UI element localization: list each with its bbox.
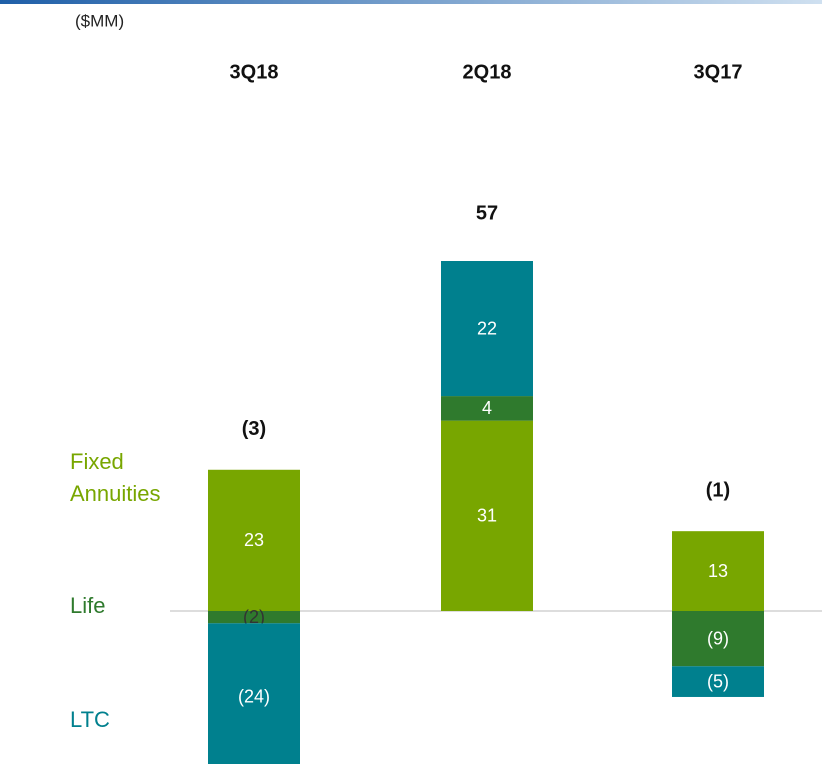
- bar-segment: [672, 531, 764, 611]
- legend-entry: Fixed Annuities: [70, 449, 161, 506]
- bar-segment: [208, 623, 300, 764]
- bar-segment: [672, 666, 764, 697]
- bar-segment: [672, 611, 764, 667]
- legend-entry: LTC: [70, 707, 110, 732]
- value-label: 22: [477, 318, 497, 338]
- legend-entry: Life: [70, 593, 106, 618]
- subtitle: ($MM): [75, 11, 124, 30]
- bar-segment: [208, 469, 300, 611]
- value-label: (24): [238, 687, 270, 707]
- value-label: 31: [477, 506, 497, 526]
- total-label: 57: [476, 202, 498, 224]
- value-label: 23: [244, 530, 264, 550]
- value-label: 4: [482, 398, 492, 418]
- bar-segment: [441, 261, 533, 397]
- total-label: (1): [706, 479, 730, 501]
- bar-segment: [441, 420, 533, 611]
- bar-segment: [441, 396, 533, 421]
- value-label: (9): [707, 628, 729, 648]
- column-header: 2Q18: [463, 61, 512, 83]
- column-header: 3Q17: [694, 61, 743, 83]
- total-label: (3): [242, 418, 266, 440]
- bar-segment: [208, 611, 300, 624]
- top-rule: [0, 0, 822, 4]
- value-label: (5): [707, 671, 729, 691]
- column-header: 3Q18: [230, 61, 279, 83]
- value-label: (2): [243, 607, 265, 627]
- value-label: 13: [708, 561, 728, 581]
